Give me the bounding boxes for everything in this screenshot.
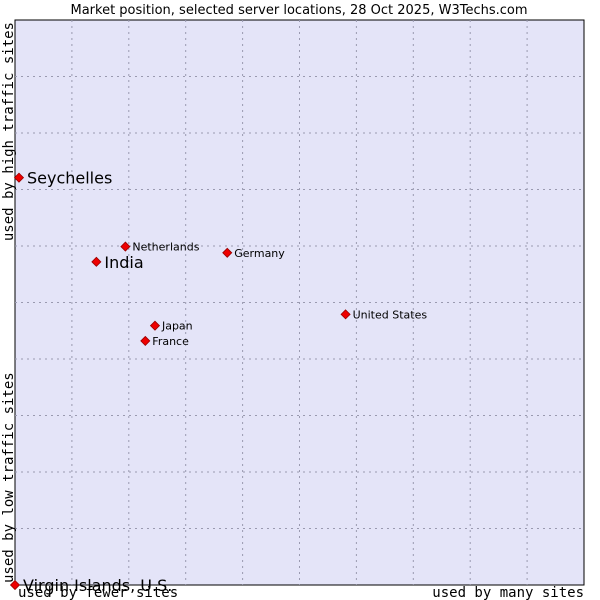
point-seychelles — [13, 172, 25, 183]
point-label-virgin-islands-u-s: Virgin Islands, U.S. — [23, 576, 172, 595]
y-axis-label-top: used by high traffic sites — [1, 22, 17, 241]
y-axis-label-bottom: used by low traffic sites — [1, 372, 17, 583]
point-label-seychelles: Seychelles — [27, 169, 112, 188]
point-label-india: India — [104, 253, 143, 272]
point-virgin-islands-u-s — [9, 579, 21, 591]
point-label-japan: Japan — [161, 320, 193, 333]
point-label-netherlands: Netherlands — [132, 241, 199, 254]
point-united-states — [340, 309, 351, 320]
point-label-france: France — [152, 335, 189, 348]
point-germany — [222, 247, 233, 258]
point-france — [140, 335, 151, 346]
point-netherlands — [120, 241, 131, 252]
x-axis-label-left: used by fewer sites — [18, 585, 178, 600]
point-japan — [149, 320, 161, 331]
point-india — [91, 256, 102, 267]
chart-title: Market position, selected server locatio… — [70, 3, 527, 18]
grid-lines — [15, 20, 584, 585]
x-axis-label-right: used by many sites — [432, 585, 584, 600]
point-label-germany: Germany — [234, 247, 285, 260]
point-label-united-states: United States — [353, 308, 428, 321]
